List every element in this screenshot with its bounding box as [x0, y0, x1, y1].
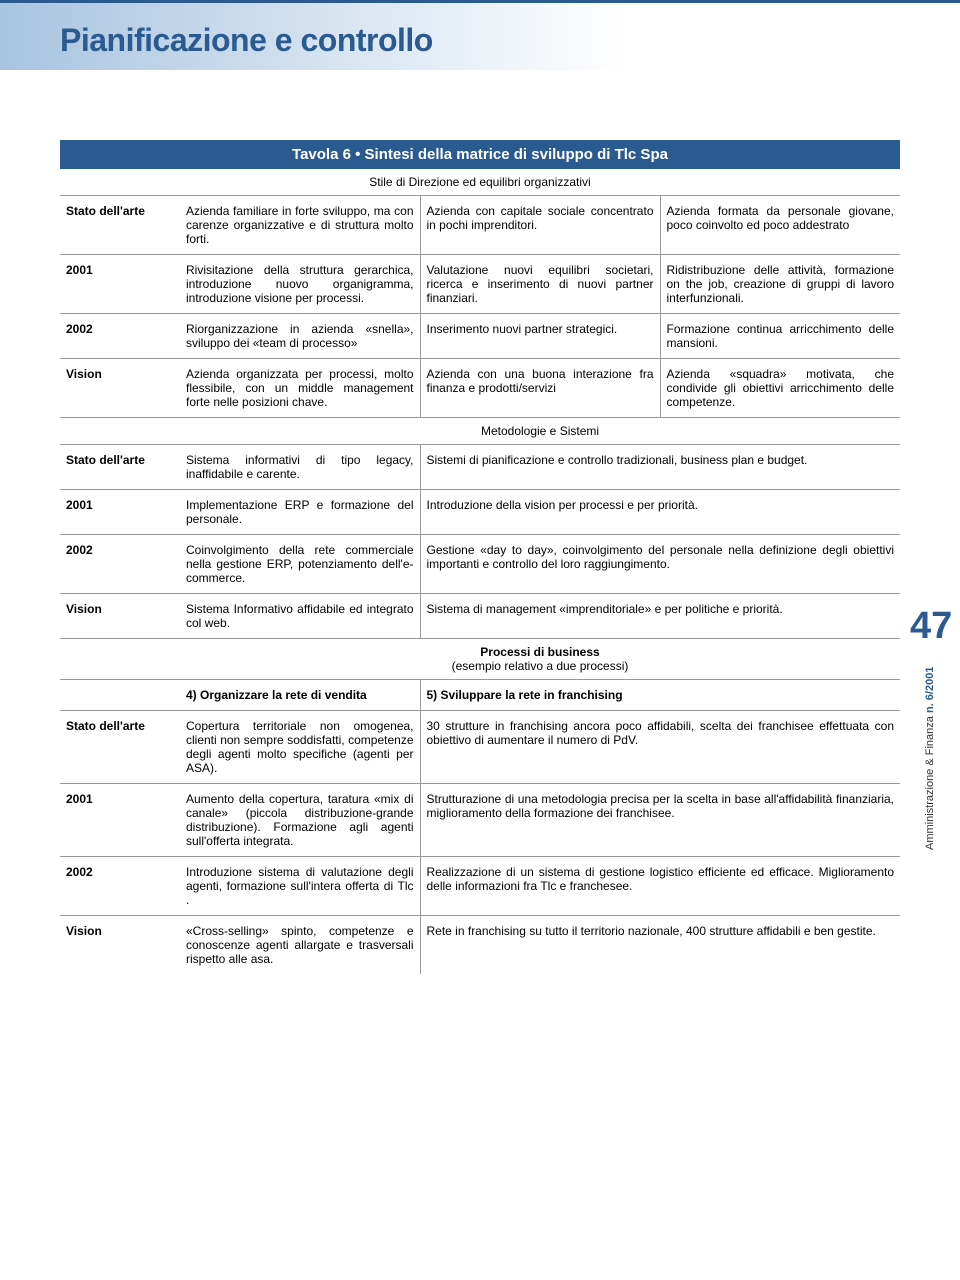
- cell: Sistema di management «imprenditoriale» …: [420, 594, 900, 639]
- table-row: Vision Sistema Informativo affidabile ed…: [60, 594, 900, 639]
- publication-info: Amministrazione & Finanza n. 6/2001: [924, 658, 936, 858]
- row-label: Vision: [60, 594, 180, 639]
- section-title: Pianificazione e controllo: [60, 22, 433, 59]
- cell: Implementazione ERP e formazione del per…: [180, 490, 420, 535]
- table-row: Vision Azienda organizzata per processi,…: [60, 359, 900, 418]
- cell: «Cross-selling» spinto, competenze e con…: [180, 916, 420, 975]
- cell: Rete in franchising su tutto il territor…: [420, 916, 900, 975]
- row-label: 2001: [60, 255, 180, 314]
- cell: Ridistribuzione delle attività, formazio…: [660, 255, 900, 314]
- publication-name: Amministrazione & Finanza: [924, 716, 936, 850]
- section2-subtitle: Metodologie e Sistemi: [180, 418, 900, 445]
- table-row: 2001 Rivisitazione della struttura gerar…: [60, 255, 900, 314]
- section3-header-left: 4) Organizzare la rete di vendita: [180, 680, 420, 711]
- cell: Gestione «day to day», coinvolgimento de…: [420, 535, 900, 594]
- cell: Azienda familiare in forte sviluppo, ma …: [180, 196, 420, 255]
- cell: Introduzione sistema di valutazione degl…: [180, 857, 420, 916]
- cell: Copertura territoriale non omogenea, cli…: [180, 711, 420, 784]
- cell: Azienda formata da personale giovane, po…: [660, 196, 900, 255]
- cell: Sistemi di pianificazione e controllo tr…: [420, 445, 900, 490]
- section2-subtitle-row: Metodologie e Sistemi: [60, 418, 900, 445]
- section3-subtitle: Processi di business (esempio relativo a…: [180, 639, 900, 680]
- cell: Valutazione nuovi equilibri societari, r…: [420, 255, 660, 314]
- section3-subtitle-line2: (esempio relativo a due processi): [452, 659, 629, 673]
- row-label: 2002: [60, 314, 180, 359]
- matrix-table: Tavola 6 • Sintesi della matrice di svil…: [60, 140, 900, 974]
- table-row: Stato dell'arte Azienda familiare in for…: [60, 196, 900, 255]
- row-label: 2001: [60, 490, 180, 535]
- row-label: Stato dell'arte: [60, 711, 180, 784]
- header-band: Pianificazione e controllo: [60, 0, 900, 120]
- section1-subtitle: Stile di Direzione ed equilibri organizz…: [60, 169, 900, 196]
- section3-header-right: 5) Sviluppare la rete in franchising: [420, 680, 900, 711]
- row-label: 2002: [60, 857, 180, 916]
- cell: Rivisitazione della struttura gerarchica…: [180, 255, 420, 314]
- table-row: Vision «Cross-selling» spinto, competenz…: [60, 916, 900, 975]
- cell: Azienda «squadra» motivata, che condivid…: [660, 359, 900, 418]
- table-row: 2001 Implementazione ERP e formazione de…: [60, 490, 900, 535]
- cell: Strutturazione di una metodologia precis…: [420, 784, 900, 857]
- section1-subtitle-row: Stile di Direzione ed equilibri organizz…: [60, 169, 900, 196]
- cell: Formazione continua arricchimento delle …: [660, 314, 900, 359]
- section3-header-row: 4) Organizzare la rete di vendita 5) Svi…: [60, 680, 900, 711]
- section3-subtitle-line1: Processi di business: [480, 645, 599, 659]
- cell: Riorganizzazione in azienda «snella», sv…: [180, 314, 420, 359]
- table-row: 2001 Aumento della copertura, taratura «…: [60, 784, 900, 857]
- row-label: 2001: [60, 784, 180, 857]
- cell: Aumento della copertura, taratura «mix d…: [180, 784, 420, 857]
- cell: Azienda organizzata per processi, molto …: [180, 359, 420, 418]
- table-row: 2002 Coinvolgimento della rete commercia…: [60, 535, 900, 594]
- table-row: 2002 Riorganizzazione in azienda «snella…: [60, 314, 900, 359]
- table-title: Tavola 6 • Sintesi della matrice di svil…: [60, 140, 900, 169]
- row-label: Vision: [60, 916, 180, 975]
- row-label: Stato dell'arte: [60, 445, 180, 490]
- cell: Sistema Informativo affidabile ed integr…: [180, 594, 420, 639]
- cell: Inserimento nuovi partner strategici.: [420, 314, 660, 359]
- cell: Coinvolgimento della rete commerciale ne…: [180, 535, 420, 594]
- table-row: Stato dell'arte Copertura territoriale n…: [60, 711, 900, 784]
- issue-number: n. 6/2001: [924, 666, 936, 712]
- cell: Realizzazione di un sistema di gestione …: [420, 857, 900, 916]
- cell: 30 strutture in franchising ancora poco …: [420, 711, 900, 784]
- page-number: 47: [910, 605, 950, 648]
- cell: Sistema informativi di tipo legacy, inaf…: [180, 445, 420, 490]
- cell: Introduzione della vision per processi e…: [420, 490, 900, 535]
- cell: Azienda con una buona interazione fra fi…: [420, 359, 660, 418]
- cell: Azienda con capitale sociale concentrato…: [420, 196, 660, 255]
- row-label: Stato dell'arte: [60, 196, 180, 255]
- page-sidebar: 47 Amministrazione & Finanza n. 6/2001: [910, 605, 950, 863]
- table-title-row: Tavola 6 • Sintesi della matrice di svil…: [60, 140, 900, 169]
- table-row: Stato dell'arte Sistema informativi di t…: [60, 445, 900, 490]
- row-label: 2002: [60, 535, 180, 594]
- document-page: Pianificazione e controllo Tavola 6 • Si…: [0, 0, 960, 1014]
- table-row: 2002 Introduzione sistema di valutazione…: [60, 857, 900, 916]
- row-label: Vision: [60, 359, 180, 418]
- section3-subtitle-row: Processi di business (esempio relativo a…: [60, 639, 900, 680]
